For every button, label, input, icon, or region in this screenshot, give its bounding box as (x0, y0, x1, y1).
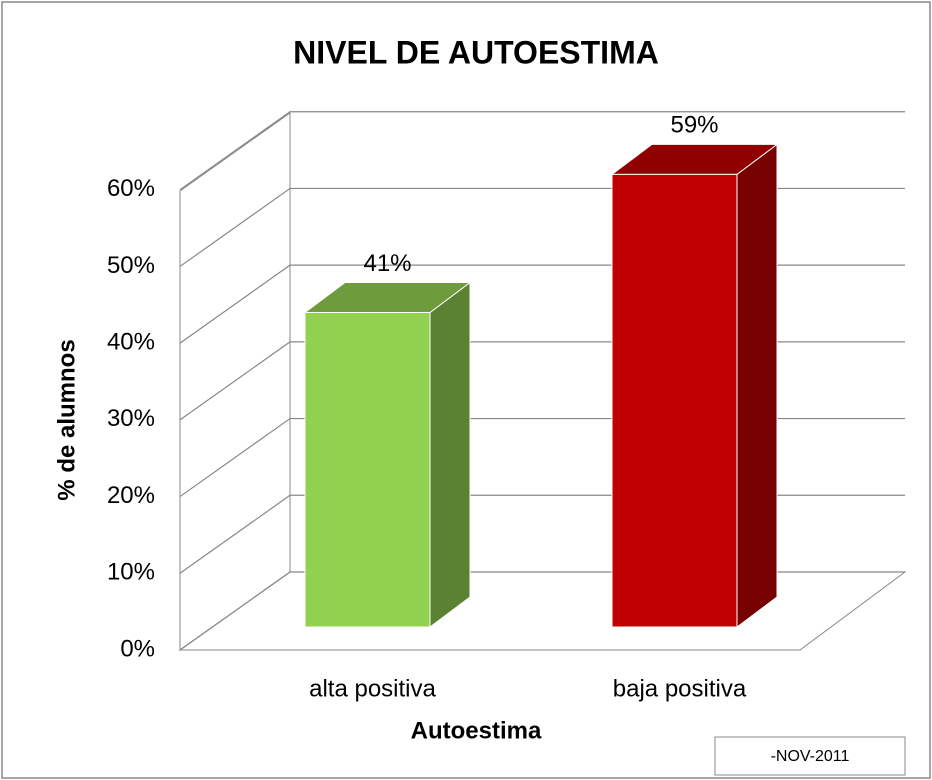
y-tick-label: 40% (107, 328, 155, 355)
annotation-box (714, 736, 906, 776)
bar (304, 311, 431, 628)
y-tick-label: 20% (107, 482, 155, 509)
y-tick-label: 60% (107, 175, 155, 202)
data-label: 59% (670, 112, 718, 139)
grid-line (179, 111, 905, 191)
data-label: 41% (363, 250, 411, 277)
chart-title: NIVEL DE AUTOESTIMA (293, 34, 659, 70)
y-tick-label: 0% (120, 635, 155, 662)
y-tick-label: 10% (107, 559, 155, 586)
bar-side (736, 143, 778, 628)
bar (611, 173, 738, 628)
x-axis-title: Autoestima (411, 717, 542, 744)
y-tick-label: 50% (107, 252, 155, 279)
y-axis-title: % de alumnos (53, 339, 80, 500)
bar-side (429, 281, 471, 628)
x-tick-label: alta positiva (309, 675, 436, 702)
y-tick-label: 30% (107, 405, 155, 432)
x-tick-label: baja positiva (613, 675, 747, 702)
annotation: -NOV-2011 (771, 748, 850, 765)
